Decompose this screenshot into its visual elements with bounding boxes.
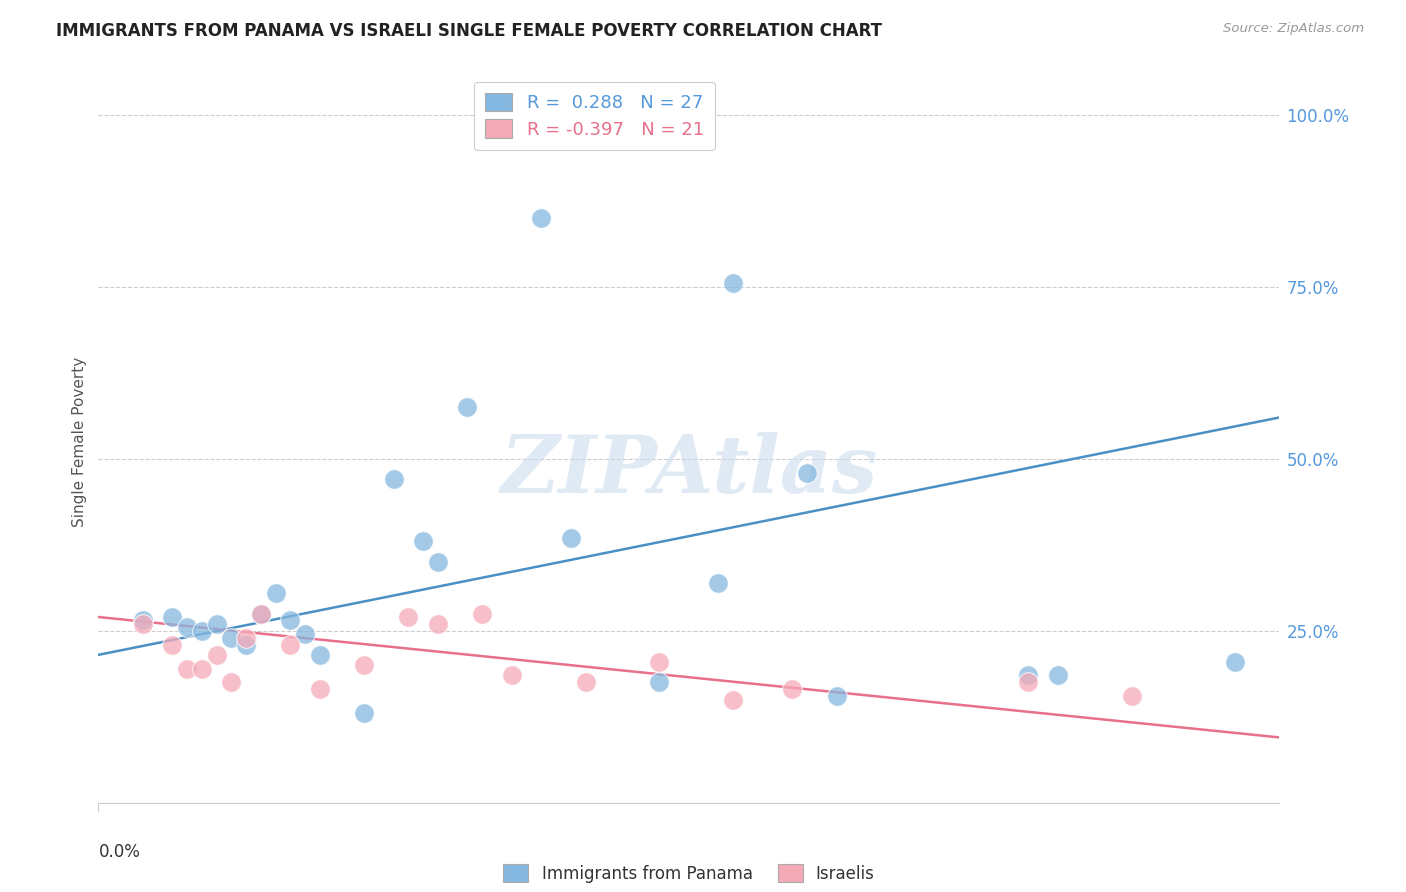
- Point: [132, 614, 155, 628]
- Point: [1018, 675, 1040, 690]
- Point: [205, 648, 228, 662]
- Point: [235, 638, 257, 652]
- Text: Source: ZipAtlas.com: Source: ZipAtlas.com: [1223, 22, 1364, 36]
- Point: [796, 466, 818, 480]
- Point: [264, 586, 287, 600]
- Point: [221, 631, 243, 645]
- Point: [471, 607, 494, 621]
- Point: [280, 614, 302, 628]
- Point: [132, 616, 155, 631]
- Point: [382, 472, 405, 486]
- Point: [398, 610, 420, 624]
- Point: [457, 400, 479, 414]
- Point: [235, 631, 257, 645]
- Point: [162, 638, 183, 652]
- Point: [353, 706, 375, 721]
- Y-axis label: Single Female Poverty: Single Female Poverty: [72, 357, 87, 526]
- Point: [560, 531, 582, 545]
- Point: [575, 675, 598, 690]
- Legend: Immigrants from Panama, Israelis: Immigrants from Panama, Israelis: [494, 855, 884, 892]
- Point: [353, 658, 375, 673]
- Point: [309, 648, 332, 662]
- Point: [723, 277, 745, 291]
- Point: [1121, 689, 1143, 703]
- Point: [1225, 655, 1247, 669]
- Point: [648, 655, 671, 669]
- Point: [530, 211, 553, 225]
- Point: [427, 616, 450, 631]
- Point: [191, 624, 214, 638]
- Point: [162, 610, 183, 624]
- Point: [1018, 668, 1040, 682]
- Point: [221, 675, 243, 690]
- Point: [723, 692, 745, 706]
- Point: [280, 638, 302, 652]
- Point: [205, 616, 228, 631]
- Text: ZIPAtlas: ZIPAtlas: [501, 432, 877, 509]
- Point: [250, 607, 273, 621]
- Point: [176, 662, 198, 676]
- Point: [412, 534, 434, 549]
- Point: [294, 627, 316, 641]
- Point: [309, 682, 332, 697]
- Point: [648, 675, 671, 690]
- Point: [176, 620, 198, 634]
- Text: 0.0%: 0.0%: [98, 843, 141, 861]
- Text: IMMIGRANTS FROM PANAMA VS ISRAELI SINGLE FEMALE POVERTY CORRELATION CHART: IMMIGRANTS FROM PANAMA VS ISRAELI SINGLE…: [56, 22, 882, 40]
- Point: [191, 662, 214, 676]
- Point: [707, 575, 730, 590]
- Point: [501, 668, 523, 682]
- Point: [427, 555, 450, 569]
- Point: [250, 607, 273, 621]
- Point: [1046, 668, 1070, 682]
- Point: [825, 689, 848, 703]
- Point: [782, 682, 804, 697]
